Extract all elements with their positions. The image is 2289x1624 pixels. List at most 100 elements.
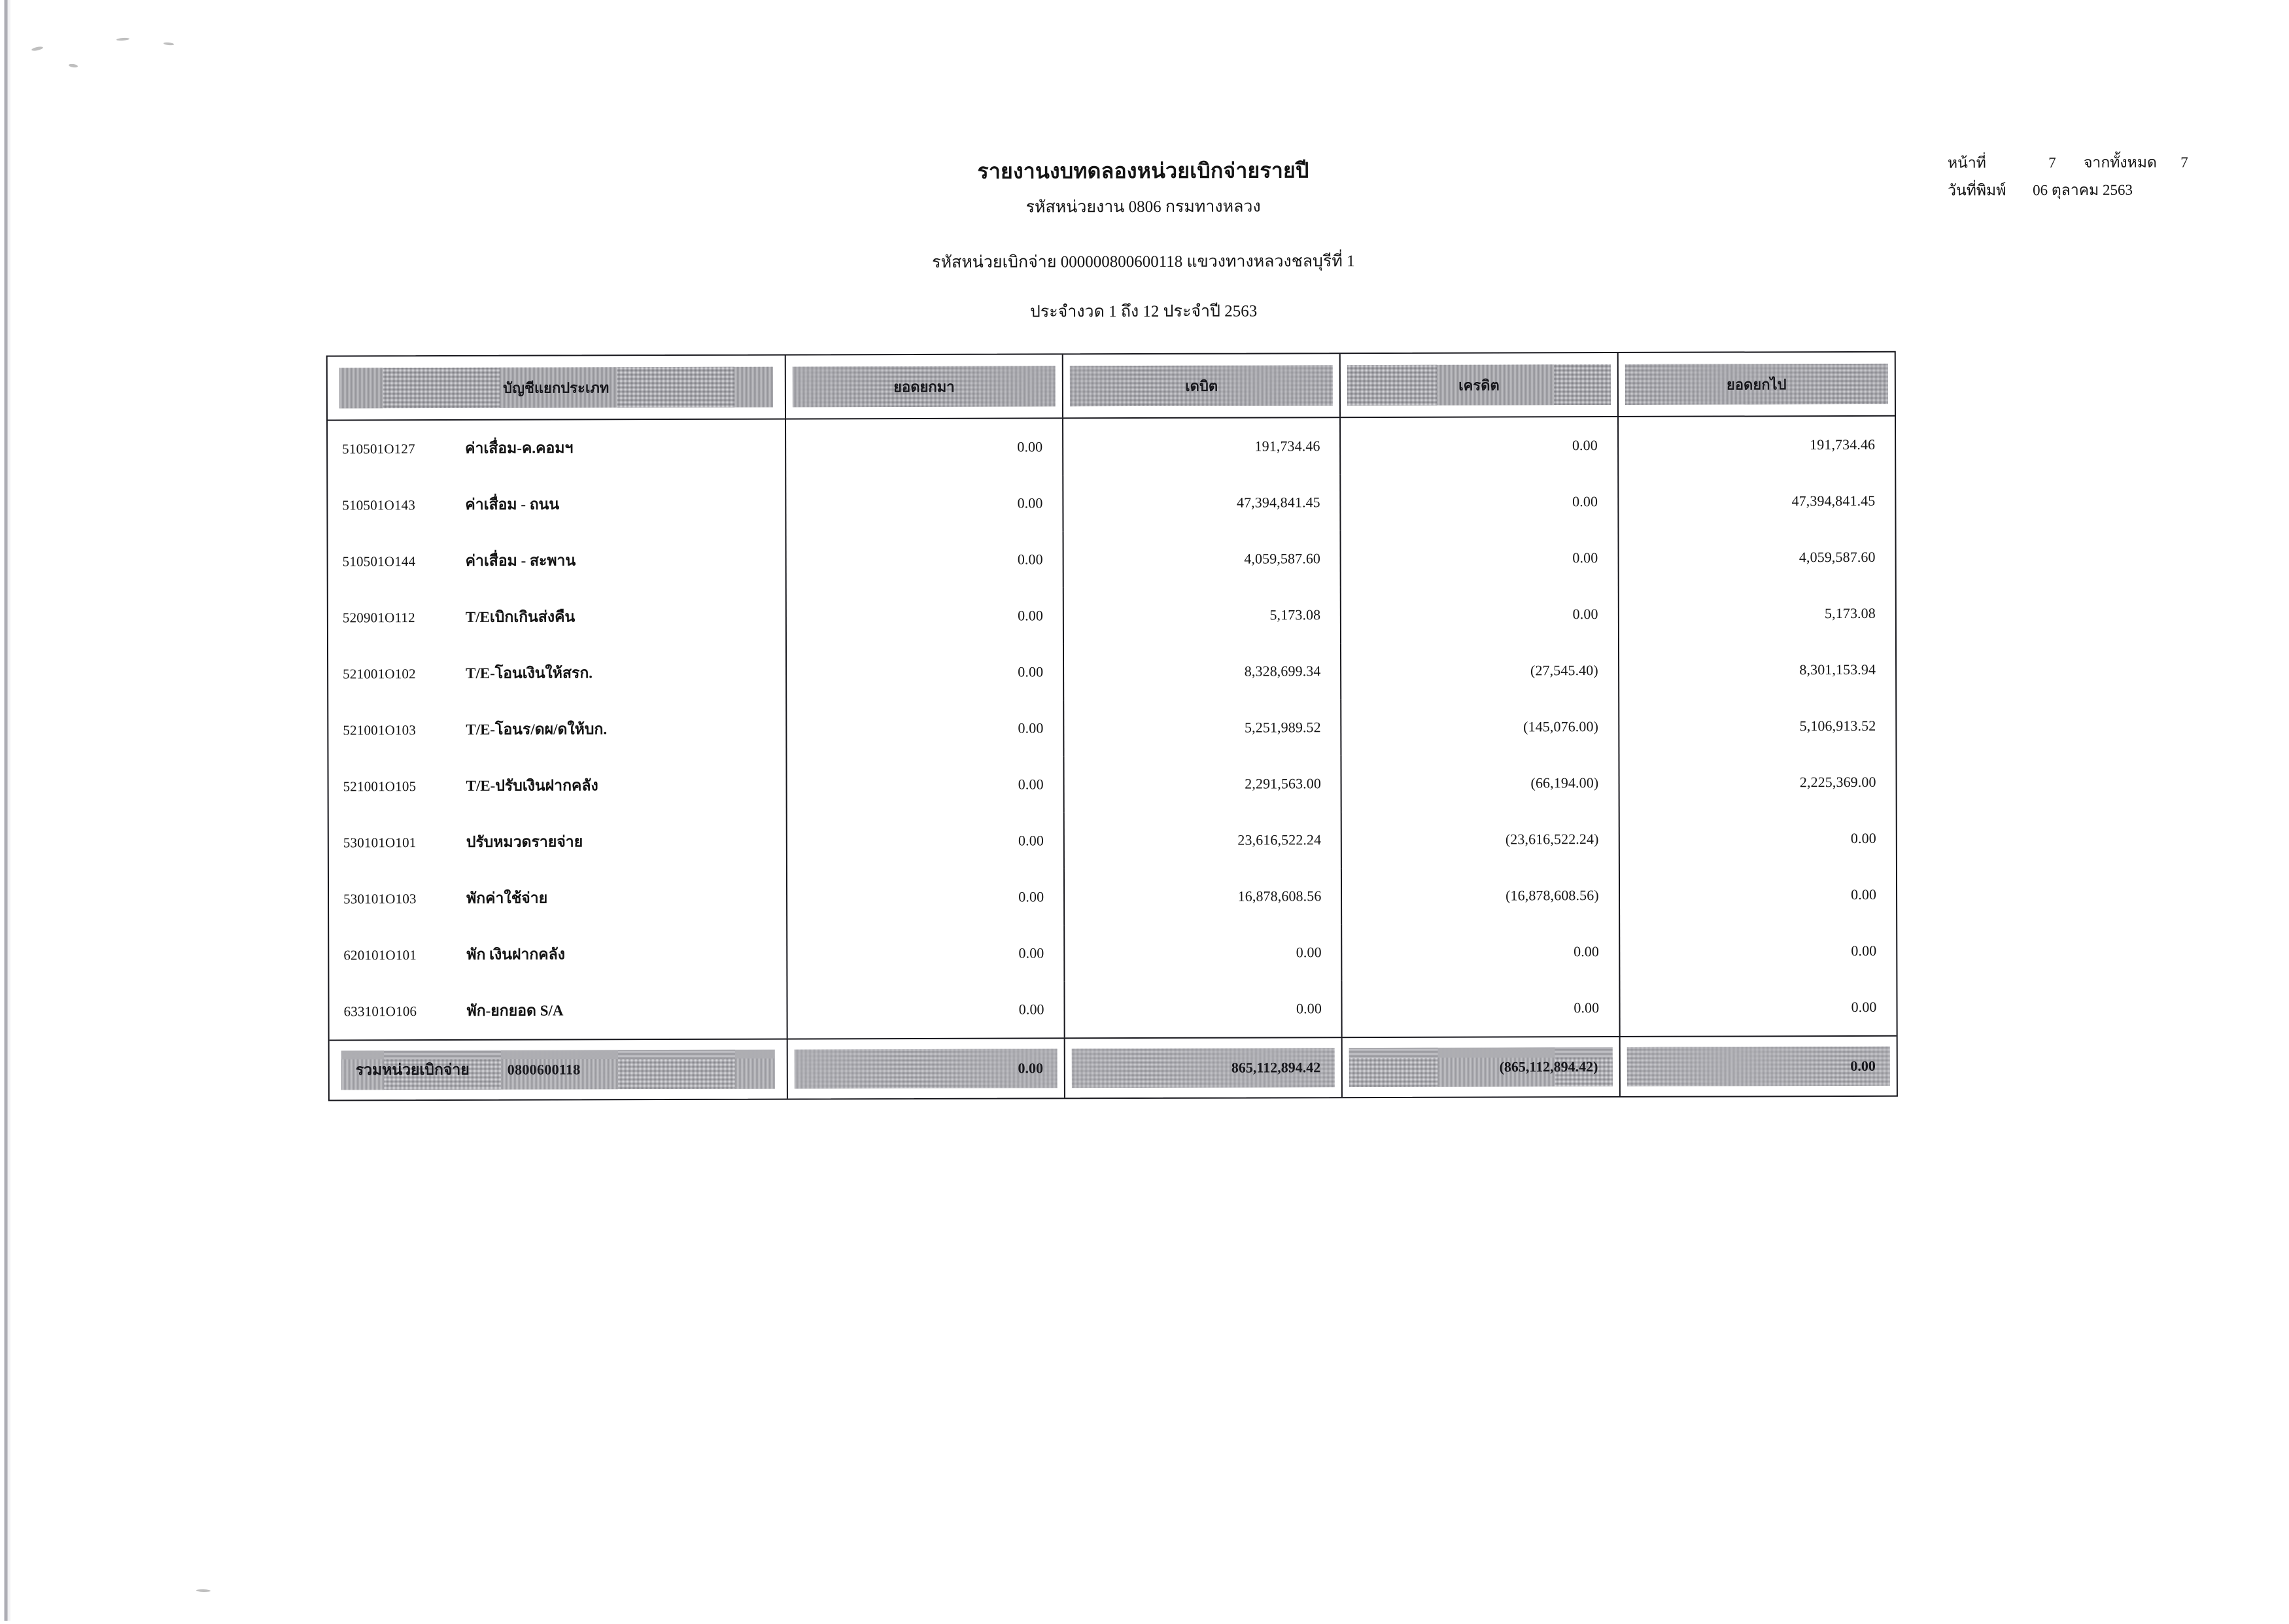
cell-closing: 8,301,153.94 [1617,641,1896,699]
cell-debit-value: 2,291,563.00 [1245,775,1322,792]
table-header-row: บัญชีแยกประเภท ยอดยกมา เดบิต เครดิต ยอดย… [327,352,1895,421]
account-code: 510501O127 [342,440,415,457]
cell-credit-value: (27,545.40) [1530,662,1598,679]
table-body: 510501O127 ค่าเสื่อม-ค.คอมฯ 0.00 191,734.46… [328,416,1897,1040]
table-row: 510501O143 ค่าเสื่อม - ถนน 0.00 47,394,841.… [328,472,1895,534]
header-cell-credit: เครดิต [1339,353,1617,417]
cell-closing-value: 0.00 [1850,829,1876,846]
cell-opening: 0.00 [785,925,1064,982]
cell-credit: 0.00 [1341,923,1619,981]
account-code: 510501O143 [342,496,416,513]
cell-closing-value: 0.00 [1851,886,1877,903]
cell-opening: 0.00 [785,700,1063,757]
cell-closing-value: 191,734.46 [1810,436,1876,453]
cell-opening: 0.00 [784,419,1063,476]
cell-closing: 0.00 [1619,978,1897,1036]
cell-debit-value: 5,173.08 [1269,606,1321,623]
cell-debit-value: 5,251,989.52 [1244,719,1321,736]
cell-debit-value: 8,328,699.34 [1244,663,1321,680]
cell-closing: 4,059,587.60 [1617,528,1895,586]
cell-closing-value: 0.00 [1851,998,1877,1015]
cell-credit: 0.00 [1339,529,1618,587]
account-name: พักค่าใช้จ่าย [466,890,548,907]
cell-opening: 0.00 [785,587,1063,645]
cell-closing-value: 0.00 [1851,942,1877,959]
total-credit: (865,112,894.42) [1349,1047,1613,1088]
cell-debit-value: 47,394,841.45 [1236,494,1320,511]
table-total-row: รวมหน่วยเบิกจ่าย 0800600118 0.00 865,112… [329,1035,1897,1100]
cell-opening-value: 0.00 [1018,663,1044,680]
cell-credit: 0.00 [1341,979,1619,1037]
cell-closing: 0.00 [1618,922,1897,980]
page-number: 7 [2048,154,2056,171]
cell-credit-value: 0.00 [1572,437,1598,454]
cell-opening-value: 0.00 [1018,1001,1044,1018]
header-cell-closing: ยอดยกไป [1617,352,1895,416]
table-row: 633101O106 พัก-ยกยอด S/A 0.00 0.00 0.00 0.00 [329,978,1897,1040]
account-code: 620101O101 [343,946,417,963]
table-row: 510501O144 ค่าเสื่อม - สะพาน 0.00 4,059,587… [328,528,1895,590]
cell-account: 530101O103 พักค่าใช้จ่าย [329,870,786,927]
total-debit: 865,112,894.42 [1071,1048,1335,1088]
report-title: รายงานงบทดลองหน่วยเบิกจ่ายรายปี [977,158,1309,183]
cell-account: 510501O127 ค่าเสื่อม-ค.คอมฯ [328,420,785,477]
cell-opening-value: 0.00 [1018,832,1044,849]
disbursing-unit-line: รหัสหน่วยเบิกจ่าย 000000800600118 แขวงทา… [932,252,1355,271]
cell-debit: 2,291,563.00 [1063,755,1341,813]
cell-closing-value: 47,394,841.45 [1791,492,1876,510]
cell-account: 521001O105 T/E-ปรับเงินฝากคลัง [328,757,785,815]
cell-debit: 5,173.08 [1062,587,1341,644]
scan-edge-artifact [4,0,9,1621]
cell-debit: 23,616,522.24 [1063,812,1341,869]
cell-debit: 8,328,699.34 [1063,643,1341,700]
cell-closing: 2,225,369.00 [1618,753,1896,811]
cell-account: 510501O143 ค่าเสื่อม - ถนน [328,476,785,534]
total-cell-credit: (865,112,894.42) [1341,1037,1619,1097]
cell-opening: 0.00 [785,869,1064,926]
account-name: T/E-ปรับเงินฝากคลัง [466,777,598,794]
header-label-opening: ยอดยกมา [792,366,1056,407]
cell-opening-value: 0.00 [1018,888,1044,905]
cell-debit: 16,878,608.56 [1063,868,1341,925]
page-label: หน้าที่ [1947,154,1986,171]
cell-credit: (66,194.00) [1340,754,1619,812]
total-unit-code: 0800600118 [507,1061,581,1078]
cell-account: 620101O101 พัก เงินฝากคลัง [329,926,786,984]
cell-credit-value: 0.00 [1574,999,1600,1016]
print-date-label: วันที่พิมพ์ [1948,182,2006,199]
cell-closing: 191,734.46 [1617,416,1895,474]
cell-account: 633101O106 พัก-ยกยอด S/A [329,982,786,1040]
cell-credit-value: (66,194.00) [1530,774,1599,791]
cell-closing-value: 4,059,587.60 [1798,548,1876,566]
cell-closing-value: 8,301,153.94 [1799,661,1876,678]
cell-closing-value: 5,106,913.52 [1799,717,1876,734]
cell-account: 521001O103 T/E-โอนร/ดผ/ดให้บก. [328,701,785,759]
cell-opening: 0.00 [785,475,1063,532]
cell-closing: 0.00 [1618,866,1897,924]
cell-credit-value: 0.00 [1574,943,1600,960]
header-label-closing: ยอดยกไป [1625,363,1888,405]
total-cell-closing: 0.00 [1619,1036,1897,1096]
header-cell-account: บัญชีแยกประเภท [328,356,785,420]
header-label-credit: เครดิต [1347,364,1611,406]
total-pages-value: 7 [2180,154,2188,171]
header-cell-debit: เดบิต [1061,354,1340,418]
table-row: 620101O101 พัก เงินฝากคลัง 0.00 0.00 0.00 0.0… [329,922,1897,984]
header-label-debit: เดบิต [1069,365,1334,407]
cell-credit: 0.00 [1340,585,1618,644]
cell-credit: 0.00 [1339,473,1618,531]
account-name: พัก-ยกยอด S/A [466,1002,564,1019]
total-pages-label: จากทั้งหมด [2083,154,2157,171]
cell-credit: (145,076.00) [1340,698,1619,756]
cell-opening-value: 0.00 [1018,944,1044,961]
account-name: พัก เงินฝากคลัง [466,946,566,963]
header-label-account: บัญชีแยกประเภท [339,366,773,409]
cell-closing-value: 5,173.08 [1824,604,1876,622]
account-name: ค่าเสื่อม-ค.คอมฯ [465,440,574,457]
account-name: ปรับหมวดรายจ่าย [466,833,583,850]
cell-closing: 5,106,913.52 [1617,697,1896,755]
header-cell-opening: ยอดยกมา [784,354,1063,419]
cell-credit-value: 0.00 [1572,606,1598,623]
cell-account: 530101O101 ปรับหมวดรายจ่าย [329,814,786,871]
